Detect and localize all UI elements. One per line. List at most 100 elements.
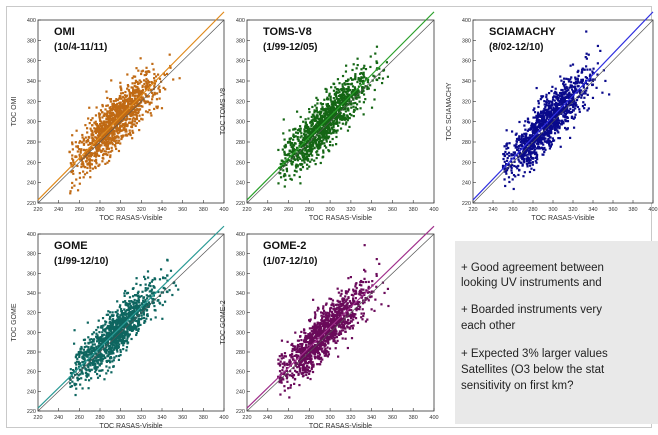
scatter-point [317, 145, 319, 147]
x-tick-label: 300 [548, 207, 557, 213]
scatter-point [159, 278, 161, 280]
scatter-point [73, 329, 75, 331]
scatter-point [555, 92, 557, 94]
scatter-point [104, 113, 106, 115]
x-tick-label: 380 [409, 207, 418, 213]
scatter-point [555, 88, 557, 90]
scatter-point [74, 156, 76, 158]
scatter-point [327, 111, 329, 113]
scatter-point [316, 111, 318, 113]
scatter-point [323, 112, 325, 114]
scatter-point [301, 150, 303, 152]
scatter-point [156, 107, 158, 109]
scatter-point [351, 96, 353, 98]
scatter-point [356, 67, 358, 69]
scatter-point [582, 101, 584, 103]
x-tick-label: 360 [178, 415, 187, 421]
scatter-point [70, 368, 72, 370]
scatter-point [521, 135, 523, 137]
scatter-point [336, 129, 338, 131]
scatter-point [144, 74, 146, 76]
scatter-point [150, 318, 152, 320]
scatter-point [368, 87, 370, 89]
scatter-point [76, 377, 78, 379]
scatter-point [326, 108, 328, 110]
scatter-point [542, 95, 544, 97]
x-axis-label: TOC RASAS-Visible [99, 215, 162, 222]
scatter-point [164, 301, 166, 303]
scatter-point [120, 130, 122, 132]
scatter-point [351, 69, 353, 71]
panel-title: GOME [54, 240, 88, 252]
scatter-point [110, 100, 112, 102]
scatter-point [510, 169, 512, 171]
x-tick-label: 240 [263, 207, 272, 213]
scatter-point [120, 334, 122, 336]
scatter-point [315, 140, 317, 142]
scatter-point [508, 155, 510, 157]
scatter-point [145, 283, 147, 285]
scatter-point [75, 367, 77, 369]
scatter-point [536, 158, 538, 160]
scatter-point [536, 147, 538, 149]
scatter-point [347, 91, 349, 93]
scatter-point [568, 92, 570, 94]
scatter-point [530, 151, 532, 153]
scatter-point [559, 93, 561, 95]
scatter-point [332, 138, 334, 140]
y-tick-label: 340 [27, 291, 36, 297]
scatter-point [583, 97, 585, 99]
y-tick-label: 360 [462, 59, 471, 65]
scatter-point [132, 89, 134, 91]
scatter-point [583, 86, 585, 88]
x-tick-label: 360 [388, 207, 397, 213]
scatter-point [558, 104, 560, 106]
x-tick-label: 220 [242, 207, 251, 213]
scatter-point [137, 323, 139, 325]
scatter-point [148, 109, 150, 111]
scatter-point [146, 73, 148, 75]
y-tick-label: 220 [236, 201, 245, 207]
scatter-point [161, 107, 163, 109]
scatter-point [137, 300, 139, 302]
scatter-point [122, 301, 124, 303]
scatter-point [131, 82, 133, 84]
scatter-point [337, 78, 339, 80]
scatter-point [99, 348, 101, 350]
scatter-point [166, 291, 168, 293]
scatter-point [308, 108, 310, 110]
scatter-point [353, 63, 355, 65]
scatter-point [578, 108, 580, 110]
scatter-point [134, 109, 136, 111]
scatter-point [354, 102, 356, 104]
scatter-point [330, 99, 332, 101]
scatter-point [283, 118, 285, 120]
scatter-point [374, 52, 376, 54]
scatter-point [577, 71, 579, 73]
scatter-point [106, 355, 108, 357]
scatter-point [575, 88, 577, 90]
scatter-point [299, 182, 301, 184]
scatter-point [128, 300, 130, 302]
scatter-point [350, 114, 352, 116]
scatter-point [362, 76, 364, 78]
scatter-point [71, 134, 73, 136]
scatter-point [548, 141, 550, 143]
scatter-point [553, 108, 555, 110]
scatter-point [515, 147, 517, 149]
scatter-point [532, 146, 534, 148]
scatter-point [144, 299, 146, 301]
scatter-point [116, 343, 118, 345]
scatter-point [529, 129, 531, 131]
scatter-point [282, 169, 284, 171]
scatter-point [120, 98, 122, 100]
scatter-point [94, 154, 96, 156]
scatter-point [338, 121, 340, 123]
scatter-point [316, 150, 318, 152]
scatter-point [151, 281, 153, 283]
scatter-point [533, 169, 535, 171]
scatter-point [307, 117, 309, 119]
scatter-point [155, 316, 157, 318]
scatter-point [87, 140, 89, 142]
scatter-point [324, 115, 326, 117]
